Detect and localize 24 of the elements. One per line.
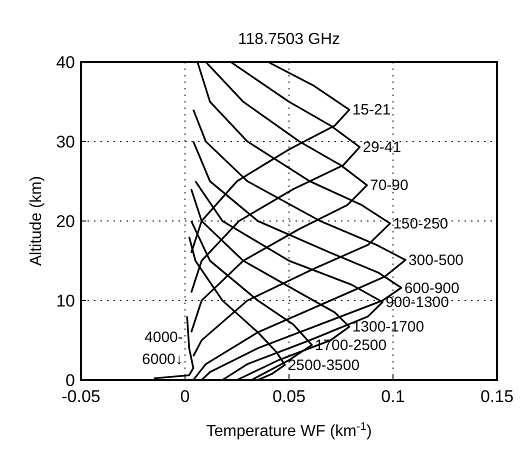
x-tick-label: 0.15 xyxy=(480,387,514,406)
x-axis-title: Temperature WF (km$^{-1}$) xyxy=(206,421,372,440)
series-label: 1700-2500 xyxy=(314,337,387,354)
x-tick-label: 0.05 xyxy=(272,387,306,406)
series-label: 1300-1700 xyxy=(352,318,424,336)
series-label: 150-250 xyxy=(393,215,448,232)
series-label: 70-90 xyxy=(370,177,408,194)
series-label: 4000-6000↓ xyxy=(142,329,183,368)
series-label: 300-500 xyxy=(408,252,464,269)
y-tick-label: 0 xyxy=(66,371,75,390)
y-tick-label: 20 xyxy=(56,212,75,231)
y-tick-label: 40 xyxy=(56,53,75,72)
series-label: 600-900 xyxy=(404,280,460,297)
series-label: 900-1300 xyxy=(386,294,450,312)
y-tick-label: 10 xyxy=(56,292,75,310)
series-label: 29-41 xyxy=(362,139,402,156)
chart-title: 118.7503 GHz xyxy=(238,31,340,48)
series-label: 15-21 xyxy=(352,102,391,119)
y-tick-label: 30 xyxy=(56,132,75,152)
x-tick-label: 0.1 xyxy=(381,387,405,406)
x-tick-label: 0 xyxy=(180,387,190,406)
x-tick-label: -0.05 xyxy=(62,387,100,406)
y-axis-title: Altitude (km) xyxy=(28,176,45,266)
series-label: 2500-3500 xyxy=(288,356,360,374)
